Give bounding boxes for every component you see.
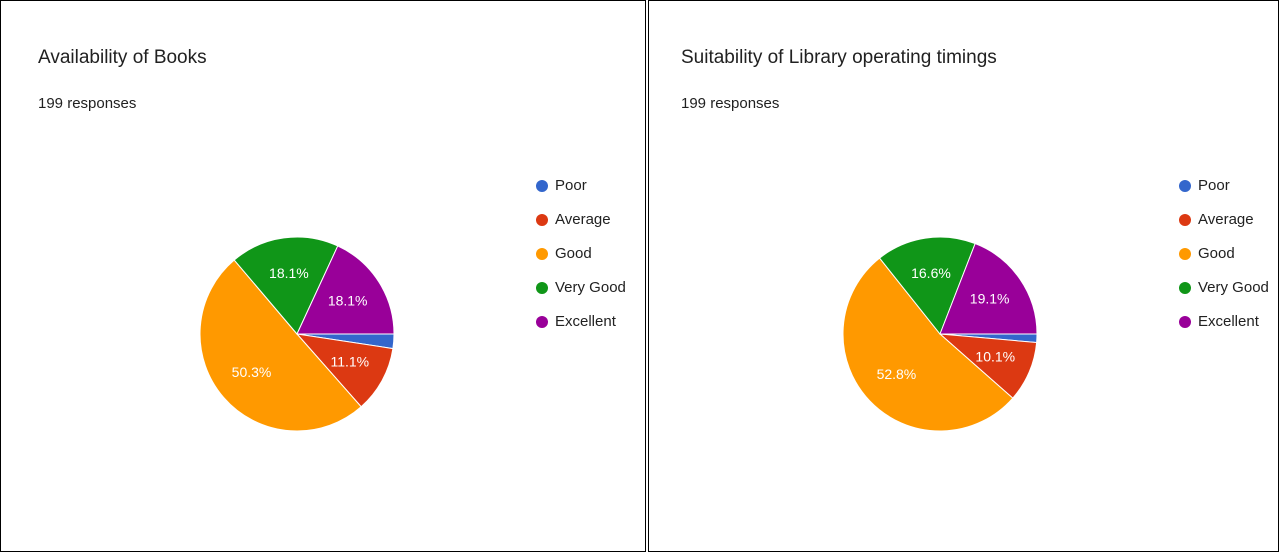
legend-swatch bbox=[536, 282, 548, 294]
chart: Availability of Books 199 responses 11.1% 5… bbox=[38, 47, 626, 432]
legend-label: Average bbox=[555, 211, 611, 228]
slice-label: 50.3% bbox=[232, 364, 272, 380]
pie-slice bbox=[878, 236, 976, 335]
slice-label: 10.1% bbox=[975, 348, 1015, 364]
chart-title: Suitability of Library operating timings bbox=[681, 47, 997, 68]
slice-label: 18.1% bbox=[269, 265, 309, 281]
legend-label: Excellent bbox=[1198, 313, 1260, 330]
slice-label: 18.1% bbox=[328, 292, 368, 308]
pie-slice bbox=[939, 242, 1038, 335]
slice-label: 52.8% bbox=[877, 366, 917, 382]
legend-swatch bbox=[536, 180, 548, 192]
legend-label: Average bbox=[1198, 211, 1254, 228]
legend-swatch bbox=[1179, 282, 1191, 294]
legend-label: Very Good bbox=[555, 279, 626, 296]
chart-title: Availability of Books bbox=[38, 47, 207, 68]
pie-slice bbox=[199, 259, 362, 432]
legend-swatch bbox=[1179, 180, 1191, 192]
chart: Suitability of Library operating timings… bbox=[681, 47, 1269, 432]
legend-label: Very Good bbox=[1198, 279, 1269, 296]
pie-slice bbox=[295, 333, 394, 408]
chart-subtitle: 199 responses bbox=[38, 95, 136, 112]
legend-swatch bbox=[536, 316, 548, 328]
pie-slice bbox=[842, 257, 1014, 432]
slice-label: 19.1% bbox=[970, 291, 1010, 307]
slice-label: 16.6% bbox=[911, 265, 951, 281]
legend-swatch bbox=[536, 248, 548, 260]
legend-label: Excellent bbox=[555, 313, 617, 330]
legend-label: Poor bbox=[1198, 177, 1230, 194]
legend-label: Good bbox=[555, 245, 592, 262]
legend-swatch bbox=[1179, 316, 1191, 328]
chart-subtitle: 199 responses bbox=[681, 95, 779, 112]
pie-slice bbox=[296, 245, 395, 335]
legend-swatch bbox=[1179, 214, 1191, 226]
legend-label: Poor bbox=[555, 177, 587, 194]
legend-label: Good bbox=[1198, 245, 1235, 262]
pie-slice bbox=[233, 236, 339, 335]
slice-label: 11.1% bbox=[330, 354, 369, 370]
legend-swatch bbox=[1179, 248, 1191, 260]
legend-swatch bbox=[536, 214, 548, 226]
